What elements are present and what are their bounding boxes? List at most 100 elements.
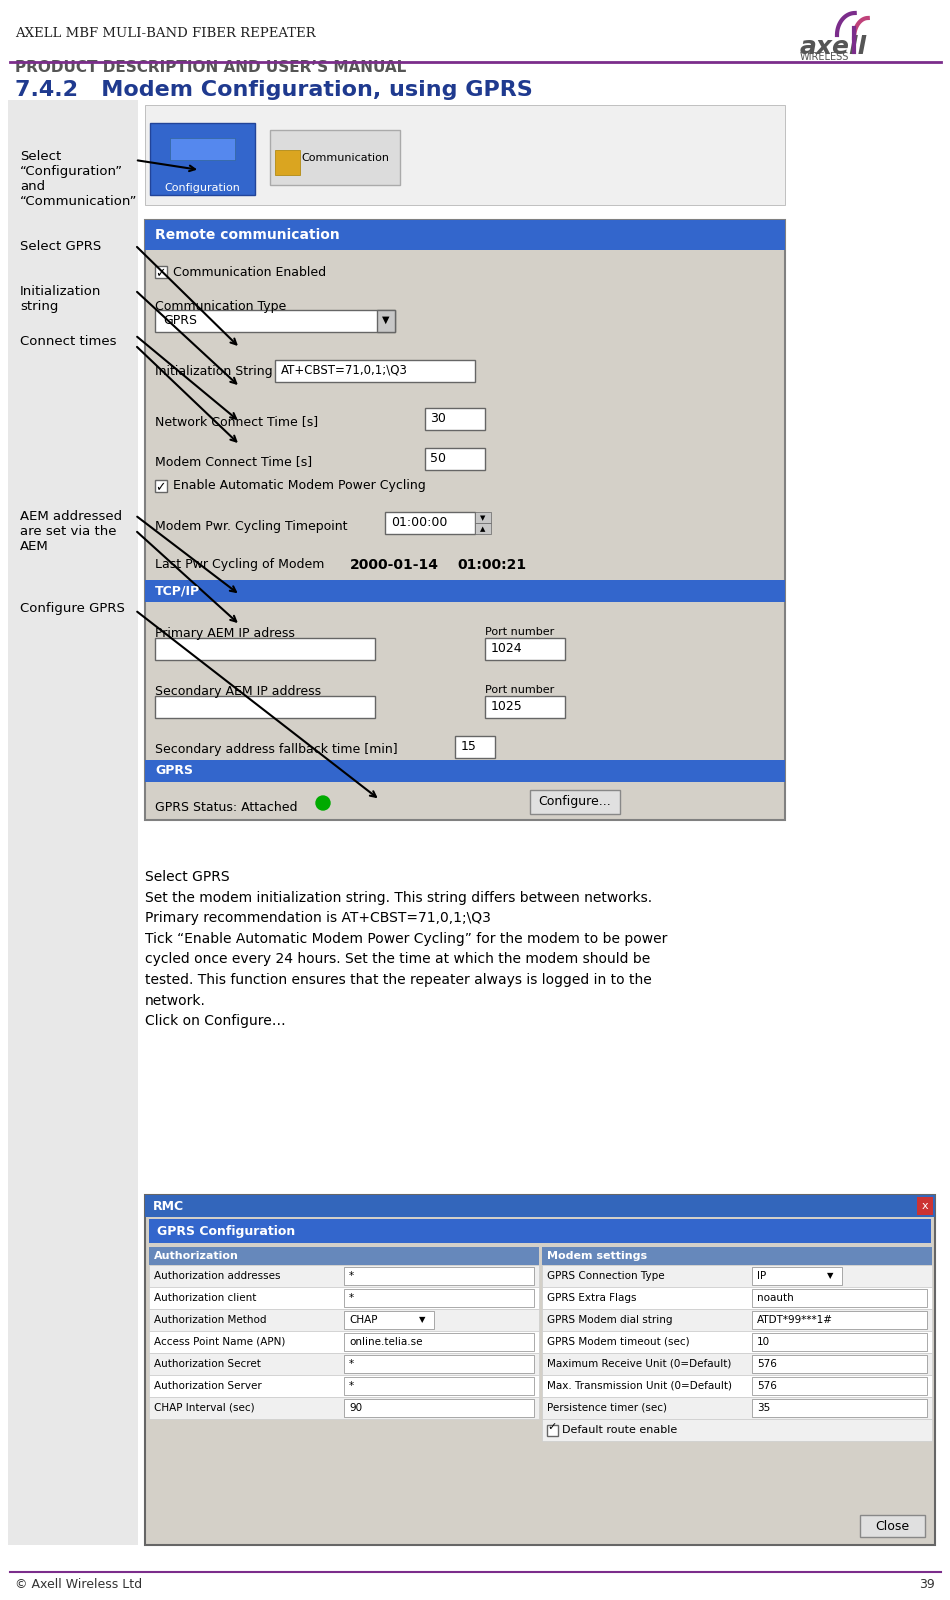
Text: 01:00:00: 01:00:00 xyxy=(391,515,447,528)
Text: 39: 39 xyxy=(920,1578,935,1590)
Bar xyxy=(270,130,400,186)
Bar xyxy=(385,512,475,534)
Text: PRODUCT DESCRIPTION AND USER’S MANUAL: PRODUCT DESCRIPTION AND USER’S MANUAL xyxy=(15,59,407,75)
Text: GPRS Modem timeout (sec): GPRS Modem timeout (sec) xyxy=(547,1338,690,1347)
Bar xyxy=(155,480,167,493)
Text: ▼: ▼ xyxy=(419,1315,426,1325)
Text: ▼: ▼ xyxy=(826,1272,833,1280)
Text: Maximum Receive Unit (0=Default): Maximum Receive Unit (0=Default) xyxy=(547,1358,732,1370)
Text: ✓: ✓ xyxy=(155,482,165,494)
Text: Authorization client: Authorization client xyxy=(154,1293,256,1302)
Text: 7.4.2   Modem Configuration, using GPRS: 7.4.2 Modem Configuration, using GPRS xyxy=(15,80,533,99)
Text: Access Point Name (APN): Access Point Name (APN) xyxy=(154,1338,285,1347)
Bar xyxy=(149,1354,539,1374)
Text: AEM addressed
are set via the
AEM: AEM addressed are set via the AEM xyxy=(20,510,123,554)
Text: 90: 90 xyxy=(349,1403,362,1413)
Text: 35: 35 xyxy=(757,1403,770,1413)
Bar xyxy=(344,1310,434,1330)
Bar xyxy=(145,219,785,250)
Text: Primary AEM IP adress: Primary AEM IP adress xyxy=(155,627,294,640)
Text: 10: 10 xyxy=(757,1338,770,1347)
Bar xyxy=(425,448,485,470)
Bar xyxy=(275,150,300,174)
Text: WIRELESS: WIRELESS xyxy=(800,51,849,62)
Text: AT+CBST=71,0,1;\Q3: AT+CBST=71,0,1;\Q3 xyxy=(281,363,408,376)
Text: Configure GPRS: Configure GPRS xyxy=(20,602,124,614)
Text: ✓: ✓ xyxy=(547,1422,557,1432)
Bar xyxy=(344,1398,534,1418)
Bar xyxy=(542,1286,932,1309)
Bar xyxy=(155,638,375,659)
Text: Select GPRS: Select GPRS xyxy=(20,240,102,253)
Bar xyxy=(155,266,167,278)
Text: Configuration: Configuration xyxy=(164,182,240,194)
Text: GPRS Connection Type: GPRS Connection Type xyxy=(547,1270,665,1282)
Text: GPRS Extra Flags: GPRS Extra Flags xyxy=(547,1293,636,1302)
Text: 576: 576 xyxy=(757,1381,777,1390)
Bar xyxy=(149,1331,539,1354)
Bar xyxy=(149,1374,539,1397)
Bar xyxy=(860,1515,925,1538)
Text: ✓: ✓ xyxy=(155,267,165,280)
Text: Modem Connect Time [s]: Modem Connect Time [s] xyxy=(155,454,313,467)
Text: Authorization Method: Authorization Method xyxy=(154,1315,267,1325)
Text: Communication Type: Communication Type xyxy=(155,301,286,314)
Text: ▲: ▲ xyxy=(481,526,485,531)
Bar xyxy=(145,760,785,782)
Bar xyxy=(344,1378,534,1395)
Bar xyxy=(547,1426,558,1437)
Bar xyxy=(542,1374,932,1397)
Bar xyxy=(344,1355,534,1373)
Text: 1024: 1024 xyxy=(491,642,523,654)
Text: ▼: ▼ xyxy=(481,515,485,522)
Bar xyxy=(344,1290,534,1307)
Bar xyxy=(170,138,235,160)
Text: Select GPRS
Set the modem initialization string. This string differs between net: Select GPRS Set the modem initialization… xyxy=(145,870,667,1029)
Text: Communication Enabled: Communication Enabled xyxy=(173,266,326,278)
Text: Authorization Server: Authorization Server xyxy=(154,1381,262,1390)
Text: GPRS: GPRS xyxy=(155,765,193,778)
Text: Persistence timer (sec): Persistence timer (sec) xyxy=(547,1403,667,1413)
Text: GPRS Configuration: GPRS Configuration xyxy=(157,1224,295,1237)
Bar xyxy=(344,1333,534,1350)
Bar xyxy=(155,696,375,718)
Bar xyxy=(752,1290,927,1307)
Bar xyxy=(8,99,138,1546)
Bar xyxy=(542,1354,932,1374)
Text: © Axell Wireless Ltd: © Axell Wireless Ltd xyxy=(15,1578,142,1590)
Text: GPRS Modem dial string: GPRS Modem dial string xyxy=(547,1315,673,1325)
Text: 15: 15 xyxy=(461,739,477,752)
Text: noauth: noauth xyxy=(757,1293,794,1302)
Bar xyxy=(149,1246,539,1266)
Bar xyxy=(752,1378,927,1395)
Text: Port number: Port number xyxy=(485,685,554,694)
Bar xyxy=(752,1355,927,1373)
Text: 30: 30 xyxy=(430,411,446,424)
Text: Last Pwr Cycling of Modem: Last Pwr Cycling of Modem xyxy=(155,558,324,571)
Text: Default route enable: Default route enable xyxy=(562,1426,677,1435)
Bar xyxy=(145,219,785,819)
Text: Remote communication: Remote communication xyxy=(155,227,340,242)
Bar xyxy=(149,1397,539,1419)
Text: Secondary address fallback time [min]: Secondary address fallback time [min] xyxy=(155,742,398,757)
Text: TCP/IP: TCP/IP xyxy=(155,584,200,597)
Text: GPRS Status: Attached: GPRS Status: Attached xyxy=(155,802,297,814)
Text: Secondary AEM IP address: Secondary AEM IP address xyxy=(155,685,321,698)
Text: Communication: Communication xyxy=(301,154,389,163)
Text: *: * xyxy=(349,1381,354,1390)
Bar xyxy=(149,1286,539,1309)
Text: *: * xyxy=(349,1358,354,1370)
Text: Authorization Secret: Authorization Secret xyxy=(154,1358,261,1370)
Text: IP: IP xyxy=(757,1270,767,1282)
Bar xyxy=(917,1197,933,1214)
Text: Select
“Configuration”
and
“Communication”: Select “Configuration” and “Communicatio… xyxy=(20,150,138,208)
Text: Port number: Port number xyxy=(485,627,554,637)
Text: Connect times: Connect times xyxy=(20,334,117,349)
Bar xyxy=(542,1246,932,1266)
Bar xyxy=(542,1309,932,1331)
Bar xyxy=(542,1331,932,1354)
Text: 2000-01-14: 2000-01-14 xyxy=(350,558,439,573)
Text: *: * xyxy=(349,1293,354,1302)
Text: CHAP Interval (sec): CHAP Interval (sec) xyxy=(154,1403,255,1413)
Bar xyxy=(475,512,491,523)
